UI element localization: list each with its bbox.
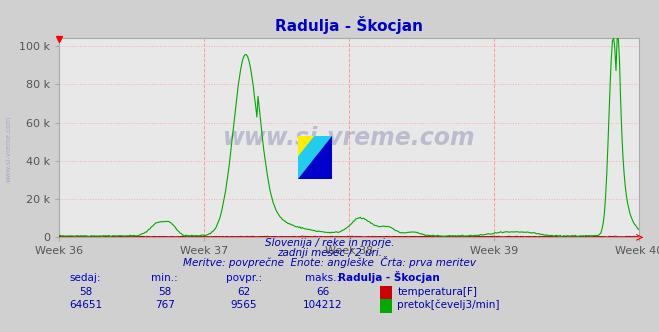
Text: povpr.:: povpr.: xyxy=(226,273,262,283)
Text: maks.:: maks.: xyxy=(305,273,341,283)
Title: Radulja - Škocjan: Radulja - Škocjan xyxy=(275,16,423,34)
Text: pretok[čevelj3/min]: pretok[čevelj3/min] xyxy=(397,299,500,310)
Text: temperatura[F]: temperatura[F] xyxy=(397,287,477,297)
Text: 66: 66 xyxy=(316,287,330,297)
Text: www.si-vreme.com: www.si-vreme.com xyxy=(5,116,11,183)
Polygon shape xyxy=(298,136,315,158)
Polygon shape xyxy=(298,136,332,179)
Text: 58: 58 xyxy=(79,287,92,297)
Text: sedaj:: sedaj: xyxy=(70,273,101,283)
Text: www.si-vreme.com: www.si-vreme.com xyxy=(223,126,476,150)
Text: 64651: 64651 xyxy=(69,300,102,310)
Text: 62: 62 xyxy=(237,287,250,297)
Text: 58: 58 xyxy=(158,287,171,297)
Text: 767: 767 xyxy=(155,300,175,310)
Text: 104212: 104212 xyxy=(303,300,343,310)
Text: Slovenija / reke in morje.: Slovenija / reke in morje. xyxy=(265,238,394,248)
Text: min.:: min.: xyxy=(152,273,178,283)
Text: Meritve: povprečne  Enote: angleške  Črta: prva meritev: Meritve: povprečne Enote: angleške Črta:… xyxy=(183,256,476,268)
Polygon shape xyxy=(298,136,332,179)
Text: Radulja - Škocjan: Radulja - Škocjan xyxy=(338,271,440,283)
Text: 9565: 9565 xyxy=(231,300,257,310)
Text: zadnji mesec / 2 uri.: zadnji mesec / 2 uri. xyxy=(277,248,382,258)
